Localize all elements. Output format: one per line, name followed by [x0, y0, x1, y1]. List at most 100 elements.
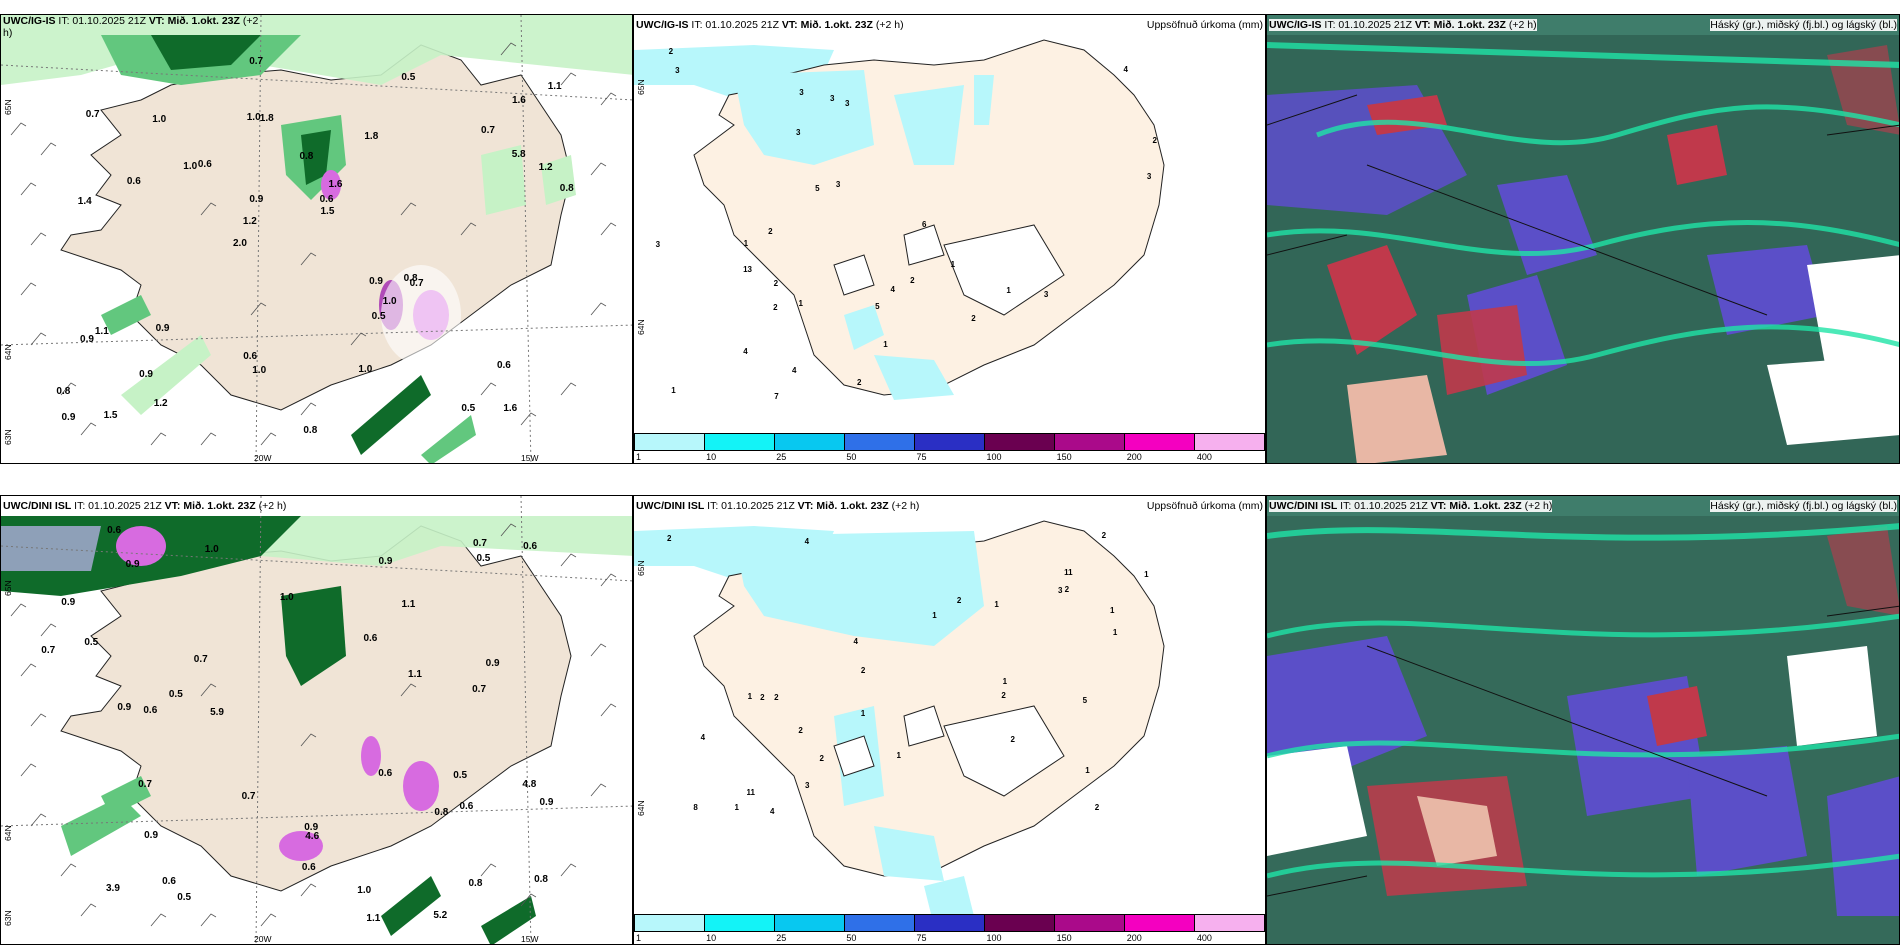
lat-label: 65N [3, 580, 13, 596]
lead-time: (+2 h) [1521, 500, 1553, 512]
colorbar-swatch [845, 915, 915, 931]
colorbar-tick-label: 200 [1126, 933, 1142, 943]
value-label: 2 [1152, 135, 1157, 145]
value-label: 3.9 [106, 882, 120, 894]
panel-title: Uppsöfnuð úrkoma (mm) [1146, 500, 1263, 512]
colorbar-swatch [705, 915, 775, 931]
value-label: 0.7 [193, 654, 208, 666]
value-label: 0.7 [249, 55, 264, 67]
row1-cloud-map [1267, 15, 1899, 463]
lon-label: 15W [521, 453, 539, 463]
row1-right-header: UWC/IG-IS IT: 01.10.2025 21Z VT: Mið. 1.… [1269, 19, 1537, 31]
value-label: 0.6 [162, 876, 176, 888]
init-time: IT: 01.10.2025 21Z [688, 19, 782, 31]
model-name: UWC/IG-IS [636, 19, 689, 31]
row2-wind-precip-map [1, 496, 632, 944]
value-label: 0.7 [241, 790, 256, 802]
colorbar-tick-label: 25 [776, 933, 787, 943]
value-label: 2 [856, 378, 862, 388]
row1-accum-precip-panel: UWC/IG-IS IT: 01.10.2025 21Z VT: Mið. 1.… [633, 14, 1266, 464]
value-label: 1 [1110, 605, 1115, 615]
value-label: 0.9 [378, 556, 393, 568]
value-label: 3 [1043, 289, 1049, 299]
value-label: 3 [835, 180, 841, 190]
valid-time: Mið. 1.okt. 23Z [164, 15, 240, 27]
precip-colorbar [634, 914, 1265, 932]
value-label: 1.6 [328, 178, 343, 190]
lead-time: (+2 h) [1505, 19, 1537, 31]
value-label: 3 [1057, 585, 1063, 595]
value-label: 1.2 [153, 398, 168, 410]
value-label: 0.8 [56, 386, 71, 398]
colorbar-swatch [1055, 915, 1125, 931]
value-label: 1.6 [511, 94, 526, 106]
value-label: 1.1 [547, 81, 562, 93]
precip-colorbar [634, 433, 1265, 451]
value-label: 1.0 [152, 113, 167, 125]
value-label: 0.6 [243, 351, 258, 363]
value-label: 4 [791, 366, 797, 376]
value-label: 1 [860, 708, 866, 718]
value-label: 0.7 [85, 108, 100, 120]
value-label: 2 [668, 46, 674, 56]
lat-label: 64N [636, 319, 646, 335]
colorbar-tick-label: 150 [1056, 933, 1072, 943]
colorbar-swatch [775, 434, 845, 450]
value-label: 5 [875, 302, 880, 312]
value-label: 4 [853, 637, 858, 647]
value-label: 4 [700, 733, 706, 743]
value-label: 2 [768, 227, 773, 237]
colorbar-swatch [915, 915, 985, 931]
value-label: 1 [747, 691, 753, 701]
value-label: 1 [671, 385, 676, 395]
colorbar-tick-label: 75 [916, 452, 927, 462]
value-label: 1.2 [242, 216, 257, 228]
value-label: 4 [743, 346, 748, 356]
value-label: 0.9 [61, 597, 76, 609]
model-name: UWC/IG-IS [1269, 19, 1322, 31]
value-label: 0.9 [155, 323, 170, 335]
colorbar-tick-label: 75 [916, 933, 927, 943]
value-label: 0.9 [304, 822, 319, 834]
value-label: 0.8 [403, 273, 418, 285]
init-time: IT: 01.10.2025 21Z [71, 500, 165, 512]
value-label: 1 [798, 298, 803, 308]
lead-time: (+2 h) [255, 500, 287, 512]
colorbar-tick-label: 50 [846, 452, 857, 462]
lat-label: 64N [3, 825, 13, 841]
value-label: 1.0 [204, 543, 219, 555]
colorbar-swatch [915, 434, 985, 450]
colorbar-tick-label: 400 [1196, 933, 1212, 943]
value-label: 4.6 [305, 830, 320, 842]
lon-label: 20W [254, 453, 272, 463]
row1-wind-precip-map [1, 15, 632, 463]
value-label: 2 [956, 596, 962, 606]
value-label: 13 [743, 265, 752, 275]
value-label: 1.1 [94, 325, 109, 337]
row1-accum-precip-map [634, 15, 1265, 463]
lat-label: 65N [3, 99, 13, 115]
value-label: 1.5 [320, 205, 335, 217]
lat-label: 64N [636, 800, 646, 816]
value-label: 0.9 [80, 333, 94, 345]
value-label: 2 [1101, 531, 1107, 541]
lead-time-cont: h) [3, 27, 13, 39]
value-label: 0.9 [539, 797, 554, 809]
value-label: 0.7 [472, 684, 487, 696]
valid-time: Mið. 1.okt. 23Z [180, 500, 256, 512]
value-label: 2 [971, 314, 976, 324]
valid-time: Mið. 1.okt. 23Z [813, 500, 889, 512]
value-label: 0.6 [126, 175, 141, 187]
value-label: 0.6 [143, 704, 158, 716]
valid-time: Mið. 1.okt. 23Z [1446, 500, 1522, 512]
value-label: 1.0 [358, 363, 373, 375]
value-label: 5 [1082, 695, 1088, 705]
value-label: 1.0 [279, 592, 294, 604]
value-label: 0.8 [434, 806, 449, 818]
lat-label: 63N [3, 910, 13, 926]
value-label: 4.8 [522, 779, 537, 791]
value-label: 0.7 [472, 537, 487, 549]
value-label: 1.2 [538, 162, 553, 174]
row2-cloud-map [1267, 496, 1899, 944]
lead-time: (+2 h) [888, 500, 920, 512]
